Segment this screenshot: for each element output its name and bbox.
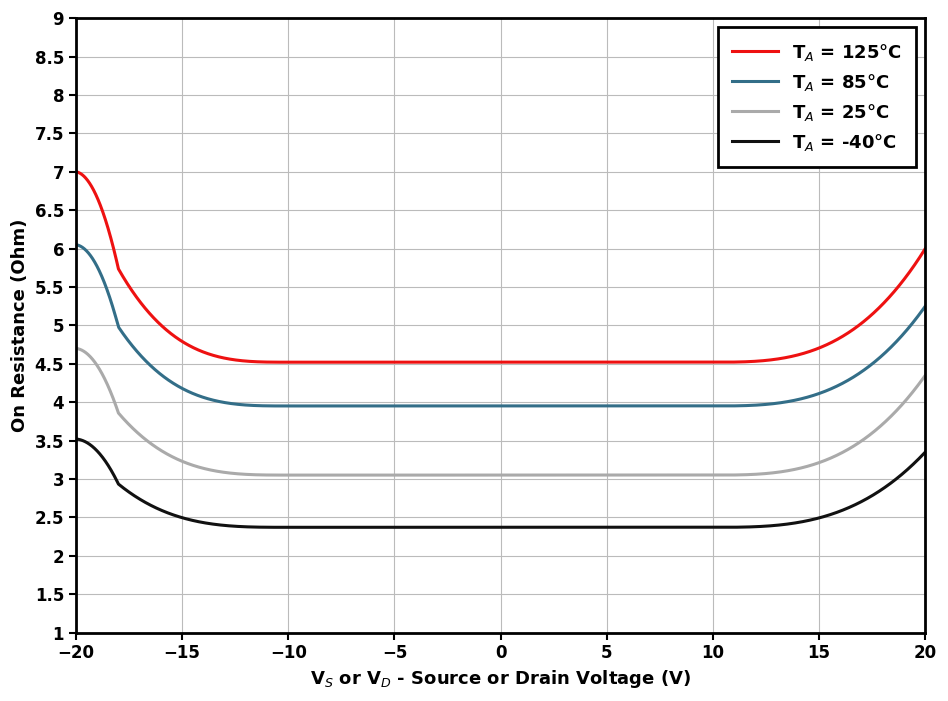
T$_A$ = -40°C — [217, 521, 228, 529]
T$_A$ = 125°C — [167, 331, 178, 339]
T$_A$ = 125°C — [70, 168, 82, 176]
T$_A$ = 85°C — [167, 379, 178, 387]
T$_A$ = 25°C — [396, 471, 408, 479]
Y-axis label: On Resistance (Ohm): On Resistance (Ohm) — [11, 219, 29, 432]
Line: T$_A$ = 25°C: T$_A$ = 25°C — [76, 348, 925, 475]
T$_A$ = -40°C — [70, 435, 82, 443]
T$_A$ = 125°C — [217, 353, 228, 362]
T$_A$ = 25°C — [283, 471, 294, 479]
Line: T$_A$ = -40°C: T$_A$ = -40°C — [76, 439, 925, 527]
X-axis label: V$_S$ or V$_D$ - Source or Drain Voltage (V): V$_S$ or V$_D$ - Source or Drain Voltage… — [310, 668, 691, 690]
T$_A$ = 25°C — [70, 344, 82, 353]
T$_A$ = 85°C — [70, 240, 82, 249]
T$_A$ = 85°C — [433, 402, 445, 410]
Legend: T$_A$ = 125°C, T$_A$ = 85°C, T$_A$ = 25°C, T$_A$ = -40°C: T$_A$ = 125°C, T$_A$ = 85°C, T$_A$ = 25°… — [718, 27, 917, 167]
T$_A$ = -40°C — [811, 514, 823, 522]
T$_A$ = 85°C — [903, 323, 915, 332]
T$_A$ = 25°C — [433, 471, 445, 479]
T$_A$ = 85°C — [396, 402, 408, 410]
T$_A$ = -40°C — [920, 448, 931, 456]
Line: T$_A$ = 85°C: T$_A$ = 85°C — [76, 245, 925, 406]
T$_A$ = 125°C — [283, 358, 294, 367]
T$_A$ = 25°C — [811, 459, 823, 468]
T$_A$ = -40°C — [283, 523, 294, 531]
T$_A$ = 25°C — [920, 371, 931, 379]
T$_A$ = 125°C — [920, 245, 931, 253]
T$_A$ = 125°C — [811, 344, 823, 353]
T$_A$ = -40°C — [396, 523, 408, 531]
T$_A$ = 85°C — [920, 302, 931, 311]
T$_A$ = 125°C — [396, 358, 408, 367]
T$_A$ = 25°C — [217, 468, 228, 477]
T$_A$ = -40°C — [167, 510, 178, 519]
T$_A$ = 125°C — [433, 358, 445, 367]
T$_A$ = -40°C — [903, 464, 915, 472]
T$_A$ = -40°C — [433, 523, 445, 531]
T$_A$ = 25°C — [167, 453, 178, 461]
T$_A$ = 25°C — [903, 393, 915, 401]
Line: T$_A$ = 125°C: T$_A$ = 125°C — [76, 172, 925, 362]
T$_A$ = 85°C — [217, 398, 228, 407]
T$_A$ = 125°C — [903, 268, 915, 277]
T$_A$ = 85°C — [811, 390, 823, 398]
T$_A$ = 85°C — [283, 402, 294, 410]
